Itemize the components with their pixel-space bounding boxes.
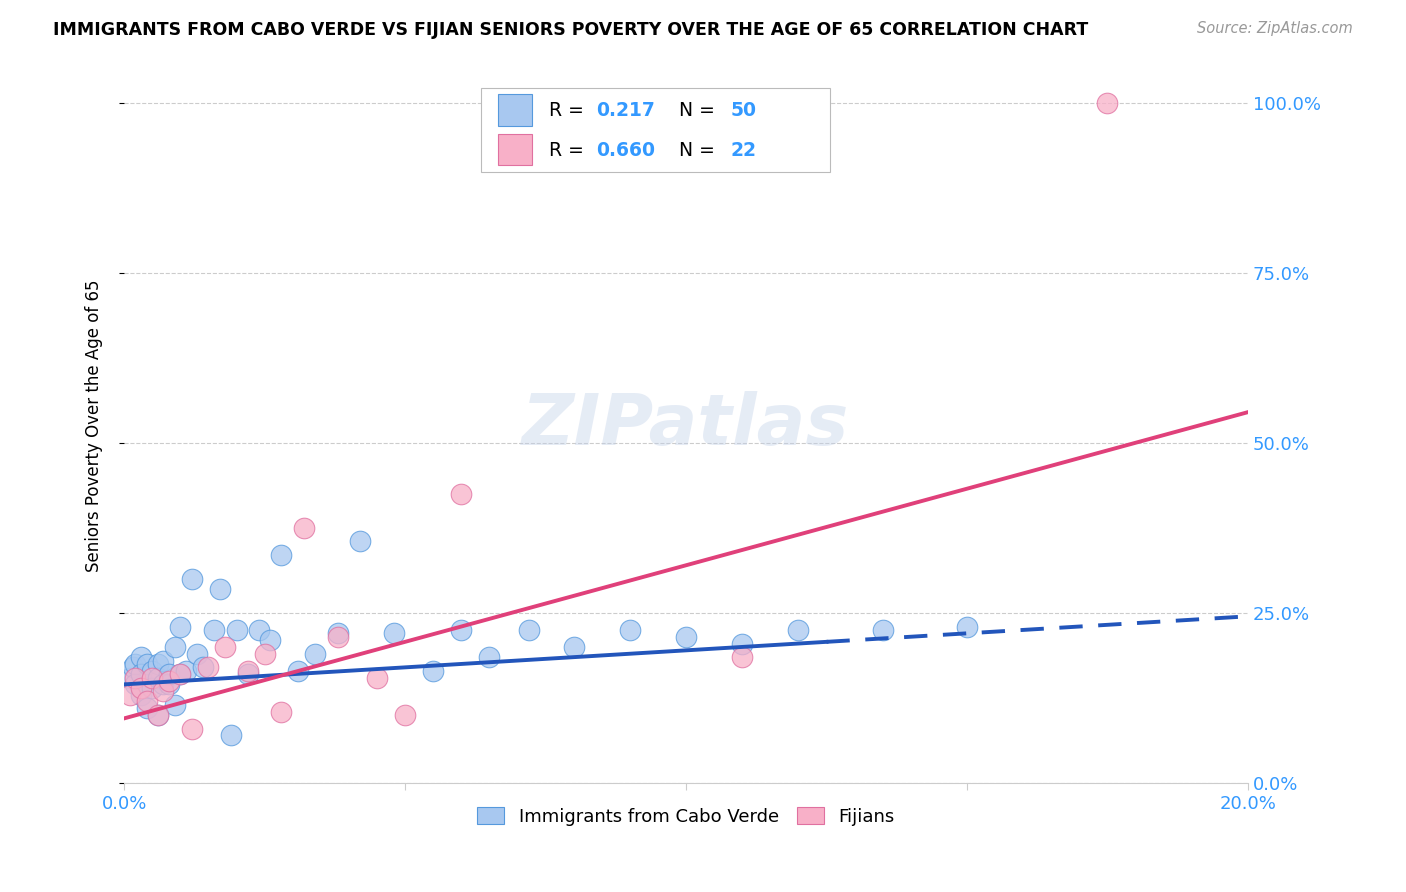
Point <box>141 681 163 695</box>
Point <box>349 534 371 549</box>
Text: IMMIGRANTS FROM CABO VERDE VS FIJIAN SENIORS POVERTY OVER THE AGE OF 65 CORRELAT: IMMIGRANTS FROM CABO VERDE VS FIJIAN SEN… <box>53 21 1088 39</box>
Point <box>236 664 259 678</box>
Text: R =: R = <box>548 101 589 120</box>
Point <box>517 623 540 637</box>
Text: N =: N = <box>666 101 721 120</box>
Point <box>253 647 276 661</box>
Point <box>146 671 169 685</box>
Point <box>121 660 143 674</box>
Point <box>129 650 152 665</box>
Point <box>247 623 270 637</box>
Point <box>422 664 444 678</box>
Point <box>135 657 157 671</box>
Point <box>169 667 191 681</box>
Legend: Immigrants from Cabo Verde, Fijians: Immigrants from Cabo Verde, Fijians <box>468 798 904 835</box>
Point <box>478 650 501 665</box>
Point <box>152 684 174 698</box>
Text: 22: 22 <box>731 141 756 160</box>
Point <box>135 701 157 715</box>
Point <box>129 681 152 695</box>
Point <box>186 647 208 661</box>
Text: N =: N = <box>666 141 721 160</box>
Point <box>146 708 169 723</box>
Point <box>124 671 146 685</box>
Y-axis label: Seniors Poverty Over the Age of 65: Seniors Poverty Over the Age of 65 <box>86 279 103 572</box>
Point <box>124 677 146 691</box>
Point <box>450 487 472 501</box>
FancyBboxPatch shape <box>481 87 830 172</box>
Point <box>675 630 697 644</box>
Point <box>152 677 174 691</box>
Point <box>129 688 152 702</box>
Point <box>152 654 174 668</box>
Point <box>394 708 416 723</box>
Point <box>872 623 894 637</box>
Point <box>141 664 163 678</box>
Point <box>174 664 197 678</box>
Point <box>562 640 585 654</box>
Point <box>146 708 169 723</box>
Point <box>191 660 214 674</box>
Point <box>382 626 405 640</box>
Point <box>208 582 231 596</box>
Point <box>180 722 202 736</box>
Point <box>270 548 292 562</box>
Point <box>197 660 219 674</box>
Text: Source: ZipAtlas.com: Source: ZipAtlas.com <box>1197 21 1353 37</box>
Point <box>326 630 349 644</box>
Point <box>270 705 292 719</box>
Point <box>236 667 259 681</box>
Point <box>135 694 157 708</box>
Point <box>169 619 191 633</box>
Point <box>157 677 180 691</box>
Point <box>157 673 180 688</box>
Bar <box>498 95 531 126</box>
Point <box>163 640 186 654</box>
Point <box>202 623 225 637</box>
Text: 50: 50 <box>731 101 756 120</box>
Bar <box>498 134 531 165</box>
Text: R =: R = <box>548 141 589 160</box>
Point <box>787 623 810 637</box>
Point <box>450 623 472 637</box>
Point <box>124 657 146 671</box>
Point <box>1097 95 1119 110</box>
Point <box>118 671 141 685</box>
Point <box>304 647 326 661</box>
Point <box>169 667 191 681</box>
Point <box>214 640 236 654</box>
Point <box>259 633 281 648</box>
Point <box>180 572 202 586</box>
Point <box>225 623 247 637</box>
Text: ZIPatlas: ZIPatlas <box>522 392 849 460</box>
Point <box>366 671 388 685</box>
Point <box>292 521 315 535</box>
Point <box>157 667 180 681</box>
Point <box>619 623 641 637</box>
Point <box>219 728 242 742</box>
Point <box>141 671 163 685</box>
Point <box>163 698 186 712</box>
Point <box>326 626 349 640</box>
Point <box>731 636 754 650</box>
Point <box>287 664 309 678</box>
Point <box>129 667 152 681</box>
Point <box>118 688 141 702</box>
Text: 0.660: 0.660 <box>596 141 655 160</box>
Point <box>146 657 169 671</box>
Point <box>731 650 754 665</box>
Point <box>956 619 979 633</box>
Text: 0.217: 0.217 <box>596 101 655 120</box>
